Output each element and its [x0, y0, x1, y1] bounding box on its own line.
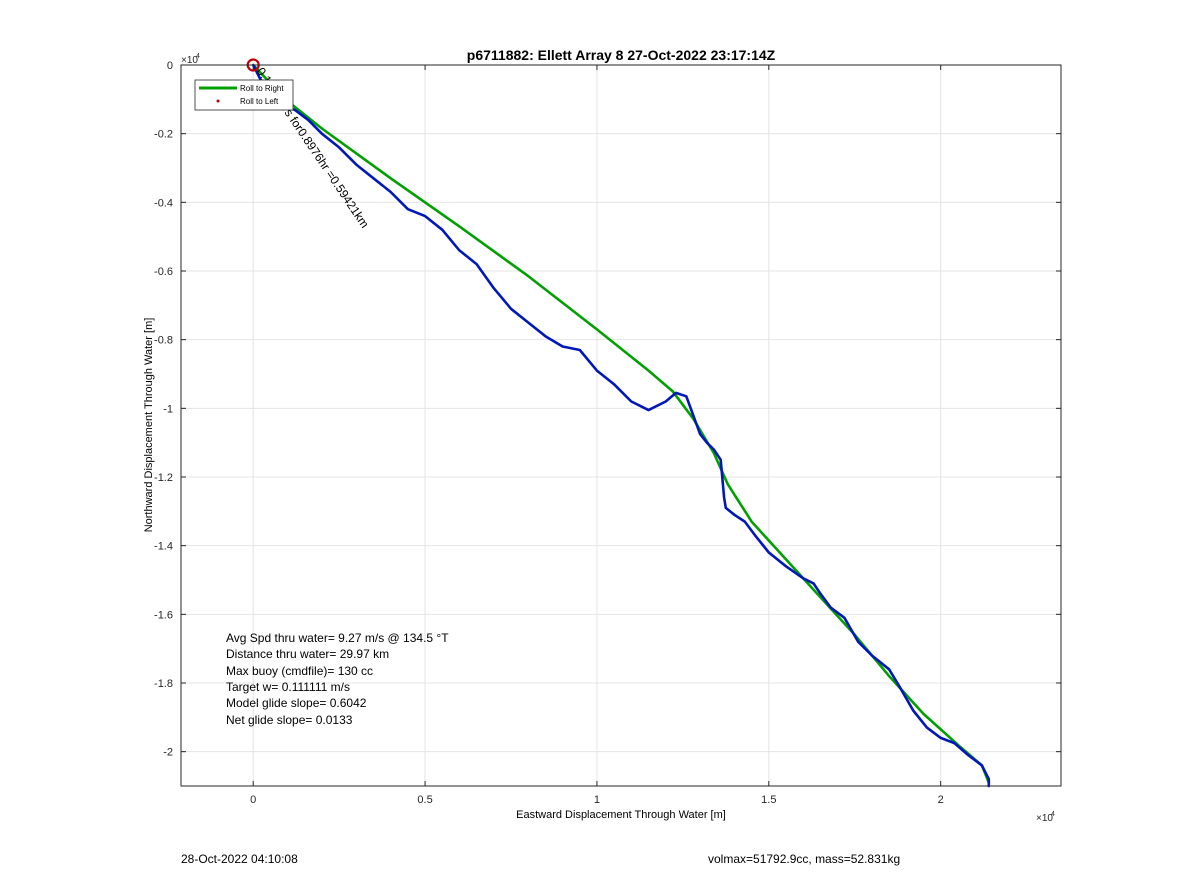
y-tick-label: 0 [167, 60, 173, 72]
x-exponent-base: ×10 [1036, 813, 1053, 824]
legend: Roll to Right Roll to Left [194, 79, 294, 111]
plot-frame [180, 64, 1062, 787]
x-exponent: ×10 4 [1036, 811, 1055, 824]
y-tick-label: -2 [163, 747, 173, 759]
y-tick-label: -1.6 [154, 609, 173, 621]
y-tick-label: -0.4 [154, 197, 173, 209]
stat-max-buoy: Max buoy (cmdfile)= 130 cc [226, 664, 373, 678]
series-line-roll-right [252, 64, 991, 784]
x-tick-label: 0.5 [417, 794, 432, 806]
y-exponent: ×10 4 [181, 53, 200, 66]
legend-label-roll-right: Roll to Right [240, 84, 284, 93]
grid [181, 64, 1061, 786]
y-tick-label: -1.8 [154, 678, 173, 690]
footer-volmax-mass: volmax=51792.9cc, mass=52.831kg [708, 852, 901, 866]
x-axis-label: Eastward Displacement Through Water [m] [516, 809, 726, 821]
legend-marker-roll-left [216, 99, 220, 103]
y-axis-label: Northward Displacement Through Water [m] [143, 318, 155, 533]
y-tick-label: -0.2 [154, 129, 173, 141]
stat-distance: Distance thru water= 29.97 km [226, 647, 389, 661]
y-exponent-power: 4 [196, 53, 200, 60]
y-tick-label: -1.2 [154, 472, 173, 484]
stat-net-glide: Net glide slope= 0.0133 [226, 713, 353, 727]
stat-avg-speed: Avg Spd thru water= 9.27 m/s @ 134.5 °T [226, 631, 449, 645]
x-tick-label: 0 [250, 794, 256, 806]
x-tick-label: 2 [938, 794, 944, 806]
x-exponent-power: 4 [1051, 811, 1055, 818]
x-tick-label: 1 [594, 794, 600, 806]
legend-label-roll-left: Roll to Left [240, 97, 279, 106]
y-tick-label: -0.6 [154, 266, 173, 278]
series-line-roll-left [251, 63, 991, 788]
stat-target-w: Target w= 0.111111 m/s [226, 680, 350, 694]
y-tick-label: -0.8 [154, 335, 173, 347]
tick-labels: 0 0.5 1 1.5 2 0 -0.2 -0.4 -0.6 -0.8 -1 -1.2 -1.4 -1.6… [154, 60, 1061, 806]
stat-model-glide: Model glide slope= 0.6042 [226, 696, 367, 710]
y-exponent-base: ×10 [181, 55, 198, 66]
y-tick-label: -1.4 [154, 541, 173, 553]
y-tick-label: -1 [163, 403, 173, 415]
plot-area [181, 65, 1061, 786]
legend-box [194, 79, 294, 111]
x-tick-label: 1.5 [761, 794, 776, 806]
chart-title: p6711882: Ellett Array 8 27-Oct-2022 23:… [467, 47, 776, 63]
footer-timestamp: 28-Oct-2022 04:10:08 [181, 852, 298, 866]
stats-box: Avg Spd thru water= 9.27 m/s @ 134.5 °T … [226, 631, 449, 727]
